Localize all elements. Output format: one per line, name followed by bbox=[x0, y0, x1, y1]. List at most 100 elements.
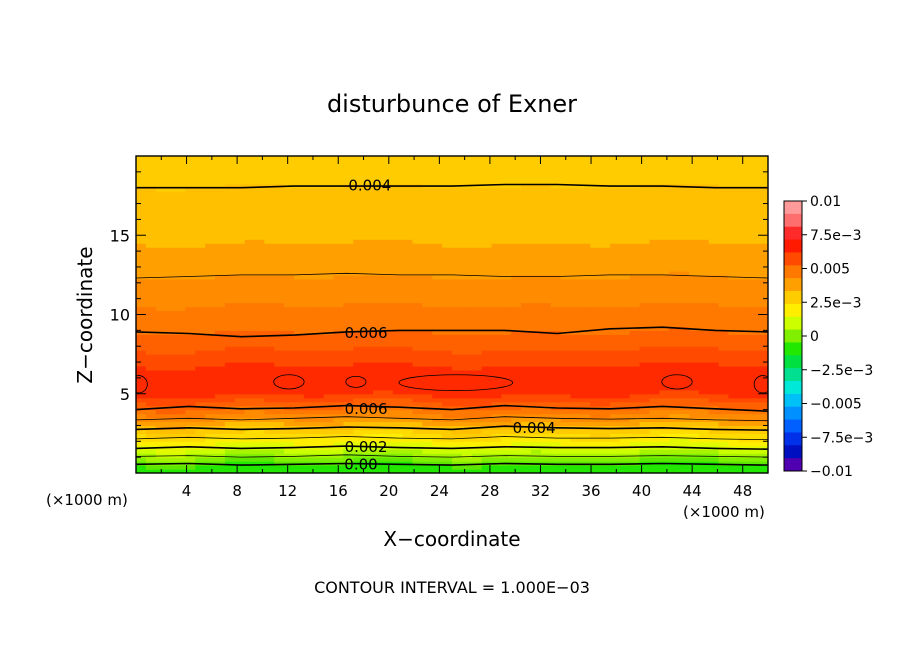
field-cell bbox=[353, 354, 364, 359]
field-cell bbox=[185, 417, 196, 423]
field-cell bbox=[254, 247, 265, 252]
field-cell bbox=[303, 421, 315, 427]
field-cell bbox=[343, 239, 354, 244]
field-cell bbox=[185, 413, 196, 419]
field-cell bbox=[531, 262, 542, 268]
field-cell bbox=[649, 381, 660, 387]
field-cell bbox=[145, 306, 157, 312]
field-cell bbox=[570, 294, 581, 300]
field-cell bbox=[570, 393, 581, 399]
field-cell bbox=[698, 433, 710, 438]
field-cell bbox=[136, 235, 147, 240]
field-cell bbox=[728, 381, 739, 387]
field-cell bbox=[560, 318, 572, 324]
field-cell bbox=[284, 330, 295, 335]
field-cell bbox=[511, 318, 522, 324]
field-cell bbox=[521, 262, 532, 268]
field-cell bbox=[392, 175, 404, 181]
field-cell bbox=[698, 255, 710, 260]
field-cell bbox=[215, 239, 226, 244]
field-cell bbox=[698, 429, 710, 434]
field-cell bbox=[718, 302, 730, 308]
field-cell bbox=[215, 409, 226, 415]
field-cell bbox=[432, 175, 443, 181]
field-cell bbox=[452, 255, 463, 260]
field-cell bbox=[698, 457, 710, 462]
field-cell bbox=[254, 389, 265, 395]
field-cell bbox=[343, 247, 354, 252]
field-cell bbox=[570, 457, 581, 462]
field-cell bbox=[501, 247, 512, 252]
field-cell bbox=[343, 231, 354, 236]
field-cell bbox=[382, 401, 394, 407]
field-cell bbox=[382, 187, 394, 193]
field-cell bbox=[145, 429, 157, 434]
field-cell bbox=[580, 286, 591, 292]
field-cell bbox=[195, 175, 206, 181]
field-cell bbox=[550, 211, 562, 217]
field-cell bbox=[610, 255, 621, 260]
field-cell bbox=[175, 259, 186, 264]
field-cell bbox=[481, 350, 493, 355]
field-cell bbox=[669, 298, 680, 304]
field-cell bbox=[195, 322, 206, 327]
field-cell bbox=[590, 409, 601, 415]
field-cell bbox=[165, 243, 177, 248]
field-cell bbox=[610, 306, 621, 312]
field-cell bbox=[590, 338, 601, 343]
field-cell bbox=[432, 350, 443, 355]
field-cell bbox=[580, 449, 591, 454]
field-cell bbox=[560, 437, 572, 442]
field-cell bbox=[698, 369, 710, 375]
field-cell bbox=[313, 397, 325, 403]
field-cell bbox=[728, 441, 739, 446]
field-cell bbox=[659, 397, 670, 403]
field-cell bbox=[461, 266, 473, 272]
field-cell bbox=[165, 389, 177, 395]
field-cell bbox=[185, 183, 196, 189]
field-cell bbox=[303, 251, 315, 256]
field-cell bbox=[698, 235, 710, 240]
field-cell bbox=[461, 389, 473, 395]
field-cell bbox=[461, 243, 473, 248]
field-cell bbox=[698, 159, 710, 165]
field-cell bbox=[560, 302, 572, 308]
field-cell bbox=[501, 322, 512, 327]
field-cell bbox=[659, 369, 670, 375]
field-cell bbox=[550, 314, 562, 320]
field-cell bbox=[540, 334, 552, 339]
field-cell bbox=[570, 377, 581, 383]
field-cell bbox=[185, 457, 196, 462]
field-cell bbox=[254, 330, 265, 335]
field-cell bbox=[629, 302, 641, 308]
field-cell bbox=[560, 441, 572, 446]
field-cell bbox=[580, 385, 591, 391]
field-cell bbox=[590, 163, 601, 169]
field-cell bbox=[491, 405, 502, 411]
field-cell bbox=[659, 433, 670, 438]
field-cell bbox=[333, 322, 344, 327]
field-cell bbox=[531, 167, 542, 173]
field-cell bbox=[570, 358, 581, 363]
field-cell bbox=[343, 310, 354, 316]
field-cell bbox=[412, 453, 423, 458]
field-cell bbox=[540, 191, 552, 197]
field-cell bbox=[195, 262, 206, 268]
field-cell bbox=[610, 156, 621, 161]
field-cell bbox=[550, 159, 562, 165]
field-cell bbox=[195, 389, 206, 395]
field-cell bbox=[452, 302, 463, 308]
field-cell bbox=[689, 191, 700, 197]
field-cell bbox=[580, 247, 591, 252]
field-cell bbox=[639, 231, 651, 236]
field-cell bbox=[452, 354, 463, 359]
field-cell bbox=[748, 358, 759, 363]
field-cell bbox=[313, 314, 325, 320]
field-cell bbox=[382, 342, 394, 347]
field-cell bbox=[136, 369, 147, 375]
field-cell bbox=[264, 366, 275, 371]
field-cell bbox=[412, 286, 423, 292]
field-cell bbox=[195, 393, 206, 399]
field-cell bbox=[392, 322, 404, 327]
field-cell bbox=[303, 278, 315, 284]
